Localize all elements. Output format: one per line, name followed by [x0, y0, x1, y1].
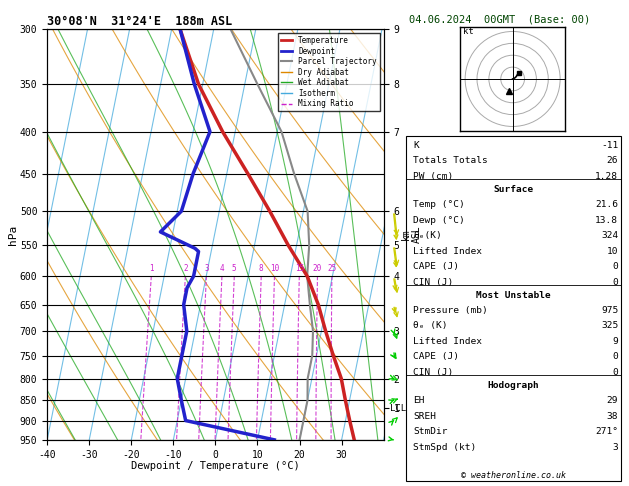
Text: CAPE (J): CAPE (J)	[413, 262, 459, 271]
Text: 15: 15	[294, 263, 304, 273]
Text: StmDir: StmDir	[413, 427, 448, 436]
Text: -11: -11	[601, 141, 618, 150]
Text: 8: 8	[259, 263, 264, 273]
Text: Surface: Surface	[493, 185, 533, 194]
Text: Pressure (mb): Pressure (mb)	[413, 306, 488, 315]
Text: 1.28: 1.28	[595, 172, 618, 181]
Text: CIN (J): CIN (J)	[413, 278, 454, 287]
Text: 9: 9	[613, 337, 618, 346]
Text: Lifted Index: Lifted Index	[413, 337, 482, 346]
Text: 10: 10	[270, 263, 279, 273]
Text: Hodograph: Hodograph	[487, 382, 539, 390]
Text: 3: 3	[204, 263, 209, 273]
Text: 4: 4	[220, 263, 225, 273]
Text: 975: 975	[601, 306, 618, 315]
Text: kt: kt	[463, 27, 474, 36]
Text: K: K	[413, 141, 419, 150]
Text: EH: EH	[413, 396, 425, 405]
Text: LCL: LCL	[391, 404, 406, 413]
Text: 04.06.2024  00GMT  (Base: 00): 04.06.2024 00GMT (Base: 00)	[409, 15, 591, 25]
Text: θₑ(K): θₑ(K)	[413, 231, 442, 240]
Text: 25: 25	[327, 263, 337, 273]
Legend: Temperature, Dewpoint, Parcel Trajectory, Dry Adiabat, Wet Adiabat, Isotherm, Mi: Temperature, Dewpoint, Parcel Trajectory…	[277, 33, 380, 111]
X-axis label: Dewpoint / Temperature (°C): Dewpoint / Temperature (°C)	[131, 461, 300, 471]
Text: θₑ (K): θₑ (K)	[413, 321, 448, 330]
Text: 3: 3	[613, 443, 618, 451]
Text: 325: 325	[601, 321, 618, 330]
Text: 0: 0	[613, 262, 618, 271]
Text: 30°08'N  31°24'E  188m ASL: 30°08'N 31°24'E 188m ASL	[47, 15, 233, 28]
Text: 26: 26	[607, 156, 618, 166]
Text: Temp (°C): Temp (°C)	[413, 200, 465, 209]
Text: 5: 5	[232, 263, 237, 273]
Text: 2: 2	[183, 263, 187, 273]
Text: 38: 38	[607, 412, 618, 420]
Text: © weatheronline.co.uk: © weatheronline.co.uk	[461, 471, 565, 480]
Text: 13.8: 13.8	[595, 216, 618, 225]
Text: Most Unstable: Most Unstable	[476, 291, 550, 300]
Text: PW (cm): PW (cm)	[413, 172, 454, 181]
Y-axis label: km
ASL: km ASL	[401, 226, 422, 243]
Text: SREH: SREH	[413, 412, 437, 420]
Text: Dewp (°C): Dewp (°C)	[413, 216, 465, 225]
Text: 271°: 271°	[595, 427, 618, 436]
Text: 10: 10	[607, 247, 618, 256]
Text: CAPE (J): CAPE (J)	[413, 352, 459, 362]
Text: 29: 29	[607, 396, 618, 405]
Text: 1: 1	[149, 263, 153, 273]
Text: 0: 0	[613, 278, 618, 287]
Text: 0: 0	[613, 368, 618, 377]
Text: 20: 20	[313, 263, 322, 273]
Text: StmSpd (kt): StmSpd (kt)	[413, 443, 477, 451]
Text: 324: 324	[601, 231, 618, 240]
Text: Totals Totals: Totals Totals	[413, 156, 488, 166]
Text: CIN (J): CIN (J)	[413, 368, 454, 377]
Text: 21.6: 21.6	[595, 200, 618, 209]
Text: 0: 0	[613, 352, 618, 362]
Y-axis label: hPa: hPa	[8, 225, 18, 244]
Text: Lifted Index: Lifted Index	[413, 247, 482, 256]
